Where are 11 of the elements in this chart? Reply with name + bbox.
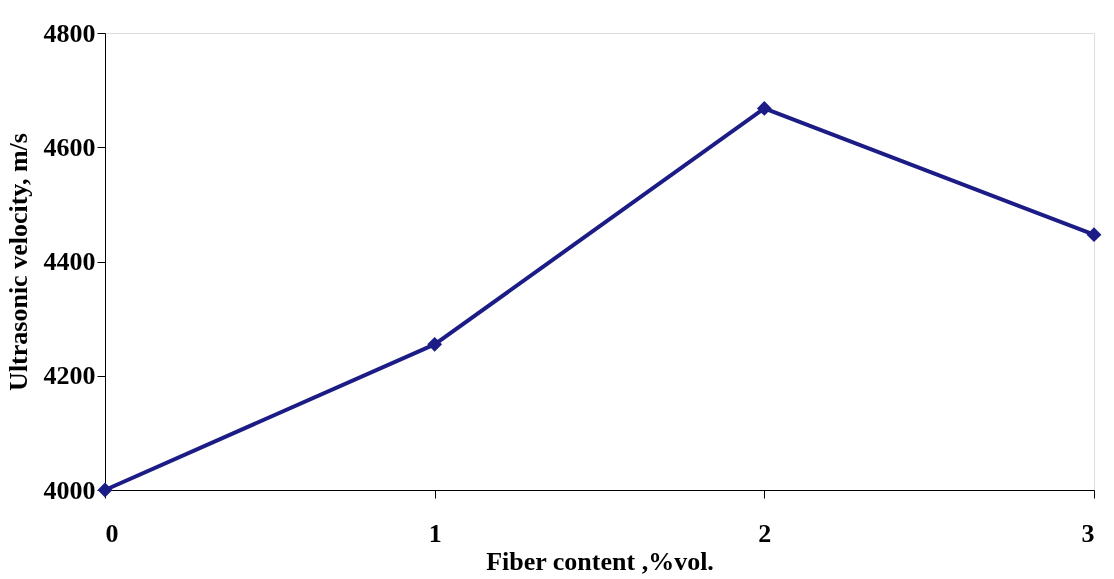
- y-tick-label: 4000: [43, 475, 96, 505]
- x-tick-label: 0: [105, 518, 119, 548]
- y-tick-label: 4800: [43, 18, 96, 48]
- x-tick-label: 2: [758, 518, 772, 548]
- y-tick-label: 4200: [43, 361, 96, 391]
- y-axis-title: Ultrasonic velocity, m/s: [3, 133, 33, 391]
- x-tick-label: 1: [428, 518, 442, 548]
- y-tick-label: 4600: [43, 132, 96, 162]
- y-tick-label: 4400: [43, 247, 96, 276]
- x-tick-label: 3: [1081, 518, 1095, 548]
- x-axis-title: Fiber content ,%vol.: [486, 546, 714, 576]
